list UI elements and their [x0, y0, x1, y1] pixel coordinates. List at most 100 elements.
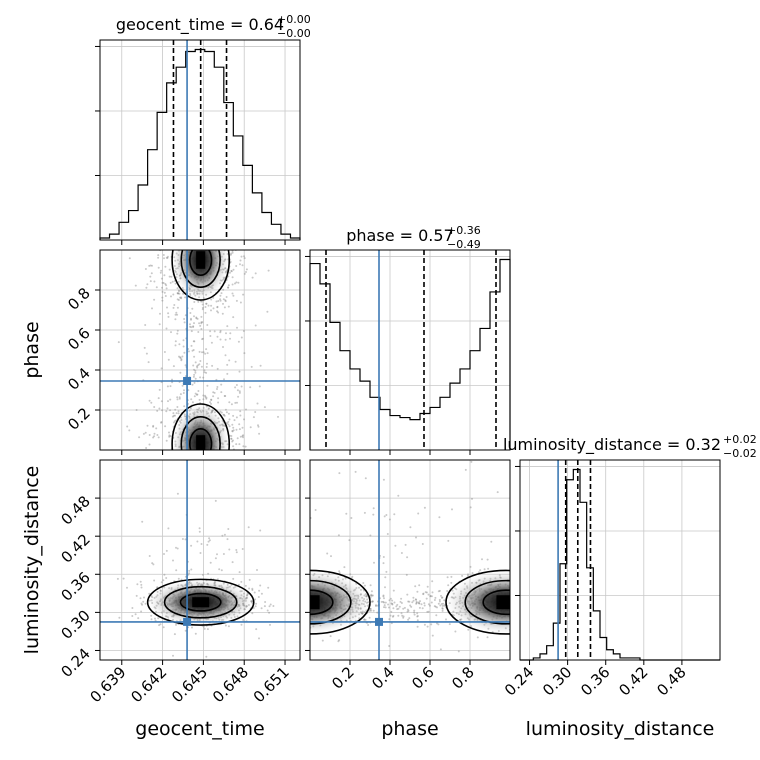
contour-line — [189, 428, 213, 450]
sample-point — [227, 412, 230, 415]
sample-point — [164, 295, 167, 297]
sample-point — [240, 336, 243, 339]
sample-point — [421, 543, 424, 545]
sample-point — [213, 391, 216, 394]
sample-point — [438, 600, 441, 603]
sample-point — [326, 552, 329, 555]
sample-point — [200, 300, 203, 303]
sample-point — [193, 322, 195, 325]
sample-point — [369, 594, 372, 597]
sample-point — [160, 581, 163, 584]
sample-point — [232, 294, 235, 297]
sample-point — [258, 637, 260, 640]
sample-point — [169, 409, 172, 412]
sample-point — [230, 269, 233, 272]
sample-point — [243, 255, 245, 258]
sample-point — [183, 389, 185, 392]
sample-point — [435, 614, 438, 617]
sample-point — [205, 302, 208, 305]
sample-point — [168, 431, 170, 434]
sample-point — [269, 623, 271, 626]
sample-point — [143, 596, 145, 599]
sample-point — [159, 623, 162, 626]
sample-point — [251, 276, 254, 279]
sample-point — [343, 566, 346, 569]
sample-point — [354, 470, 357, 473]
sample-point — [415, 600, 418, 603]
sample-point — [167, 312, 170, 315]
sample-point — [464, 468, 467, 471]
sample-point — [151, 307, 153, 310]
sample-point — [235, 384, 238, 386]
sample-point — [176, 313, 179, 316]
sample-point — [235, 299, 238, 302]
sample-point — [226, 363, 229, 366]
sample-point — [443, 599, 446, 602]
sample-point — [226, 538, 229, 541]
sample-point — [175, 546, 177, 549]
sample-point — [389, 614, 392, 617]
sample-point — [189, 312, 192, 314]
sample-point — [200, 315, 203, 318]
sample-point — [205, 348, 208, 351]
sample-point — [194, 361, 197, 364]
sample-point — [385, 570, 388, 573]
sample-point — [383, 515, 386, 518]
sample-point — [416, 615, 419, 618]
sample-point — [384, 576, 387, 579]
sample-point — [160, 421, 163, 424]
density-peak — [196, 251, 206, 269]
sample-point — [220, 391, 223, 394]
sample-point — [383, 604, 386, 607]
sample-point — [168, 434, 171, 437]
sample-point — [148, 592, 151, 595]
sample-point — [430, 601, 433, 604]
sample-point — [160, 269, 163, 272]
sample-point — [193, 340, 196, 343]
sample-point — [201, 573, 204, 576]
sample-point — [162, 282, 165, 284]
sample-point — [165, 439, 168, 442]
density-mode-right — [446, 570, 510, 634]
sample-point — [388, 645, 391, 647]
histogram-steps — [309, 258, 511, 450]
sample-point — [178, 343, 181, 346]
sample-point — [249, 386, 252, 389]
sample-point — [165, 577, 168, 579]
panel-content — [100, 250, 300, 450]
sample-point — [161, 286, 163, 289]
panel-frame — [309, 249, 511, 451]
xlabel-geocent-time: geocent_time — [135, 718, 264, 740]
sample-point — [230, 403, 233, 406]
sample-point — [203, 627, 206, 630]
panel-frame — [99, 459, 301, 661]
sample-point — [370, 593, 373, 596]
y-tick-label: 0.36 — [57, 568, 93, 604]
sample-point — [216, 305, 219, 308]
sample-point — [330, 555, 332, 558]
sample-point — [206, 543, 209, 546]
sample-point — [198, 530, 201, 533]
sample-point — [179, 356, 182, 359]
sample-point — [418, 606, 421, 609]
sample-point — [239, 410, 242, 413]
sample-point — [386, 533, 389, 535]
sample-point — [243, 418, 245, 421]
sample-point — [426, 585, 429, 588]
sample-point — [436, 622, 438, 625]
sample-point — [392, 607, 395, 610]
sample-point — [236, 326, 238, 329]
sample-point — [212, 391, 215, 394]
sample-point — [140, 602, 143, 605]
sample-point — [240, 580, 243, 583]
sample-point — [206, 352, 209, 355]
sample-point — [416, 590, 419, 593]
sample-point — [230, 435, 233, 437]
sample-point — [194, 369, 197, 372]
sample-point — [266, 310, 269, 313]
sample-point — [408, 617, 411, 620]
sample-point — [249, 426, 252, 429]
sample-point — [235, 416, 238, 419]
sample-point — [220, 569, 223, 572]
sample-point — [431, 591, 434, 594]
